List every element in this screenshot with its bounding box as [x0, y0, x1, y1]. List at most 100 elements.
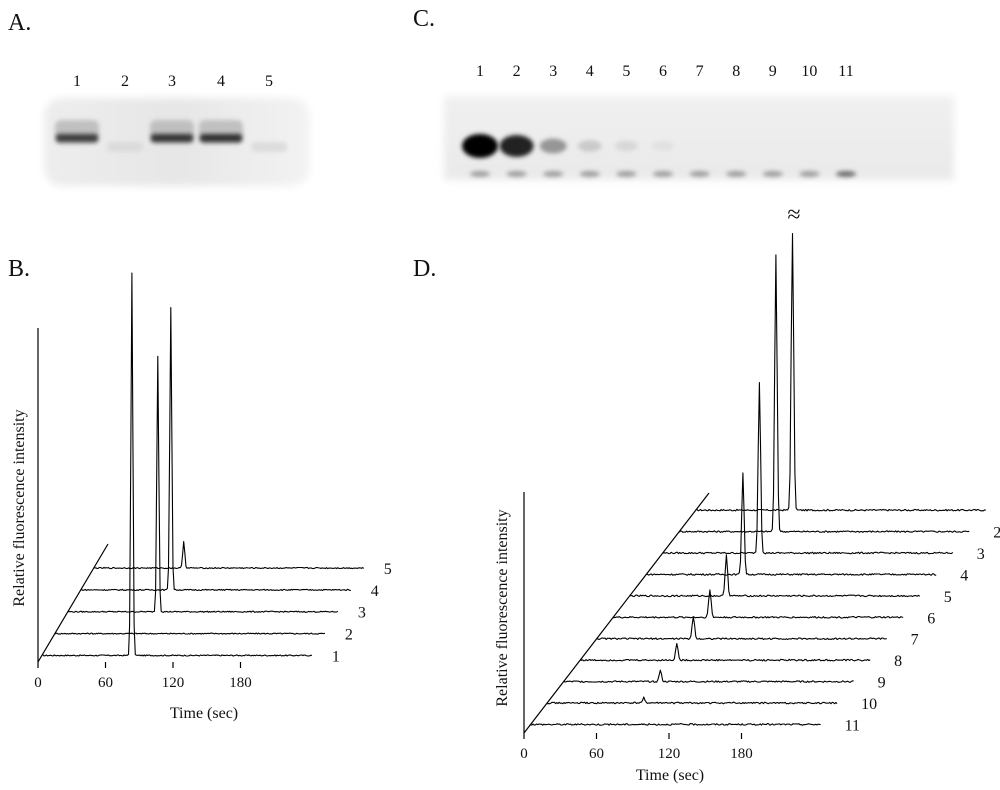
trace-label: 4	[960, 567, 968, 584]
trace-line-1	[41, 272, 312, 657]
gel-c-lane-label: 4	[586, 63, 594, 80]
panel-d-y-axis-label: Relative fluorescence intensity	[494, 509, 511, 706]
x-tick-label: 0	[520, 746, 528, 762]
x-tick-label: 60	[589, 746, 604, 762]
trace-label: 2	[345, 627, 353, 644]
gel-c-background	[444, 96, 954, 180]
panel-b-y-axis-label: Relative fluorescence intensity	[11, 409, 28, 606]
trace-label: 3	[358, 605, 366, 622]
gel-a-lane-labels: 1 2 3 4 5	[73, 73, 273, 90]
trace-line-1	[695, 233, 986, 512]
gel-c-lane-label: 1	[476, 63, 484, 80]
gel-a-lane-label: 4	[217, 73, 225, 90]
gel-c-band	[462, 134, 498, 158]
gel-c-well	[579, 171, 600, 177]
gel-c-lane-label: 6	[659, 63, 667, 80]
gel-a-bands	[55, 120, 287, 152]
gel-c-band	[651, 140, 675, 152]
trace-label: 4	[371, 583, 379, 600]
trace-line-6	[612, 589, 904, 619]
depth-axis	[523, 492, 710, 734]
gel-c-lane-label: 3	[549, 63, 557, 80]
panel-b-label: B.	[8, 256, 30, 282]
axis-break-symbol: ≈	[787, 202, 800, 228]
trace-label: 3	[977, 546, 985, 563]
gel-a-band	[199, 120, 243, 144]
trace-line-2	[54, 632, 326, 635]
gel-c-well	[836, 171, 856, 177]
trace-label: 9	[878, 675, 886, 692]
gel-c-lane-labels: 1 2 3 4 5 6 7 8 9 10 11	[476, 63, 854, 80]
gel-c-lane-label: 9	[769, 63, 777, 80]
panel-d-chart: 0601201801234567891011	[520, 233, 1000, 762]
gel-c-well	[762, 171, 783, 177]
gel-c-lane-label: 7	[696, 63, 704, 80]
x-tick-label: 0	[34, 675, 42, 691]
trace-line-10	[547, 696, 838, 705]
gel-a-band	[55, 120, 99, 144]
gel-c-well	[689, 171, 710, 177]
gel-a-lane-label: 5	[265, 73, 273, 90]
trace-line-3	[662, 382, 954, 555]
trace-line-5	[93, 541, 365, 570]
panel-a-label: A.	[8, 10, 31, 36]
trace-line-7	[596, 616, 887, 641]
trace-line-11	[530, 723, 821, 726]
gel-c-lane-label: 10	[801, 63, 817, 80]
x-tick-label: 120	[162, 675, 185, 691]
gel-c-lane-label: 2	[513, 63, 521, 80]
gel-c-well	[616, 171, 637, 177]
gel-c-well	[799, 171, 820, 177]
depth-axis	[37, 543, 109, 663]
gel-c-band	[539, 138, 567, 154]
gel-c-lane-label: 8	[732, 63, 740, 80]
gel-c-well	[543, 171, 564, 177]
gel-c-well	[726, 171, 747, 177]
trace-line-4	[80, 307, 351, 592]
gel-c-bands	[462, 134, 856, 177]
gel-a-band	[150, 120, 194, 144]
trace-label: 10	[861, 696, 877, 713]
gel-c-lane-label: 11	[838, 63, 853, 80]
gel-c-band	[577, 140, 602, 152]
gel-c-well	[653, 171, 673, 177]
trace-line-3	[67, 355, 339, 613]
trace-label: 6	[927, 610, 935, 627]
x-tick-label: 180	[730, 746, 753, 762]
gel-c-well	[470, 171, 490, 177]
trace-line-8	[580, 642, 871, 662]
gel-c-well	[506, 171, 527, 177]
gel-c-lane-label: 5	[622, 63, 630, 80]
panel-d-x-axis-label: Time (sec)	[636, 767, 704, 784]
x-tick-label: 60	[98, 675, 113, 691]
panel-c: C. 1 2 3 4 5 6 7 8 9 10 11	[413, 6, 954, 180]
x-tick-label: 180	[229, 675, 252, 691]
trace-label: 2	[993, 525, 1000, 542]
gel-c-band	[499, 135, 534, 157]
trace-line-5	[629, 554, 921, 598]
panel-d-label: D.	[413, 256, 436, 282]
gel-c-band	[614, 140, 638, 152]
trace-label: 11	[845, 717, 860, 734]
x-tick-label: 120	[658, 746, 681, 762]
gel-a-lane-label: 3	[168, 73, 176, 90]
gel-a-lane-label: 1	[73, 73, 81, 90]
trace-label: 8	[894, 653, 902, 670]
trace-label: 7	[911, 632, 919, 649]
trace-line-9	[563, 669, 854, 683]
gel-a-band	[107, 142, 143, 152]
panel-d: D. 0601201801234567891011 Time (sec) Rel…	[413, 202, 1000, 784]
trace-label: 5	[944, 589, 952, 606]
panel-c-label: C.	[413, 6, 435, 32]
trace-line-4	[646, 472, 937, 576]
trace-label: 5	[384, 561, 392, 578]
trace-label: 1	[332, 648, 340, 665]
gel-a-band	[251, 142, 287, 152]
panel-b-x-axis-label: Time (sec)	[170, 705, 238, 722]
panel-a: A. 1 2 3 4 5	[8, 10, 310, 186]
trace-line-2	[678, 254, 970, 533]
gel-a-lane-label: 2	[121, 73, 129, 90]
